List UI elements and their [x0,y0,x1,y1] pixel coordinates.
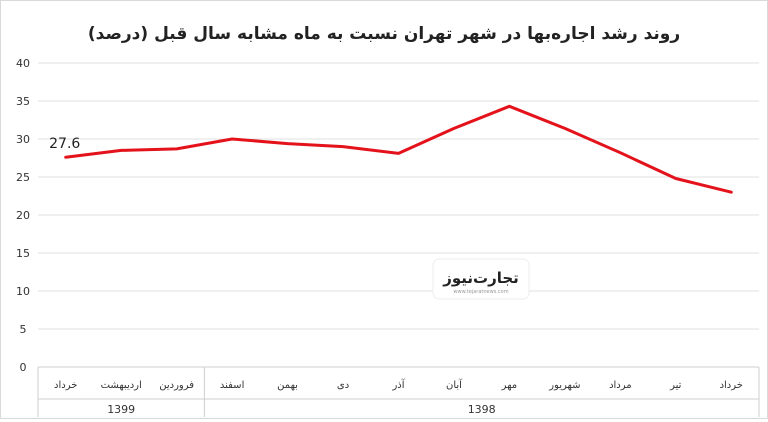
x-tick-label: خرداد [720,380,743,391]
data-label: 27.6 [49,136,80,152]
x-tick-label: دی [337,380,349,391]
x-tick-label: اردیبهشت [101,380,142,391]
watermark-subtext: www.tejaratnews.com [453,289,508,295]
y-tick-label: 10 [16,285,30,298]
watermark-badge [432,258,530,300]
y-tick-label: 5 [20,323,27,336]
series-line [64,104,733,194]
x-tick-label: تیر [669,380,682,391]
watermark-logo: تجارت‌نیوز www.tejaratnews.com [432,258,530,300]
gridlines [38,62,759,368]
x-axis: خرداد تیر مرداد شهریور مهر آبان آذر دی بهمن اسفند… [37,366,760,417]
y-tick-label: 40 [16,57,30,70]
chart-title: روند رشد اجاره‌بها در شهر تهران نسبت به … [88,24,680,44]
x-tick-label: شهریور [548,380,580,391]
watermark-text: تجارت‌نیوز [442,269,519,287]
year-group-label: 1398 [468,403,496,416]
x-tick-label: مرداد [609,380,632,391]
y-tick-label: 15 [16,247,30,260]
x-tick-label: اسفند [220,380,244,391]
y-tick-label: 0 [20,361,27,374]
data-labels: 27.6 [49,136,80,152]
x-tick-label: آذر [391,378,405,391]
x-tick-label: فروردین [159,380,194,391]
y-tick-label: 20 [16,209,30,222]
x-tick-label: بهمن [277,380,298,391]
y-tick-label: 25 [16,171,30,184]
x-tick-label: آبان [446,378,463,391]
y-axis-ticks: 0 5 10 15 20 25 30 35 40 [16,57,30,374]
x-tick-label: مهر [501,380,517,391]
year-group-label: 1399 [107,403,135,416]
y-tick-label: 35 [16,95,30,108]
y-tick-label: 30 [16,133,30,146]
series-layer [64,104,733,194]
x-tick-label: خرداد [54,380,77,391]
